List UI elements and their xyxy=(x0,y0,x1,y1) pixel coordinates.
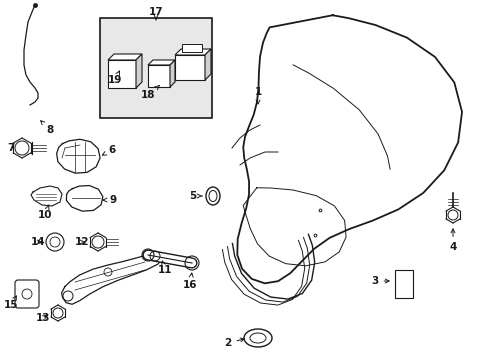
Text: 16: 16 xyxy=(183,273,197,290)
FancyBboxPatch shape xyxy=(100,18,212,118)
Text: 4: 4 xyxy=(448,229,456,252)
Text: 8: 8 xyxy=(41,121,54,135)
FancyBboxPatch shape xyxy=(182,44,202,52)
FancyBboxPatch shape xyxy=(175,55,204,80)
Polygon shape xyxy=(31,186,62,206)
Text: 18: 18 xyxy=(141,85,159,100)
Polygon shape xyxy=(57,139,100,173)
Text: 13: 13 xyxy=(36,313,50,323)
Text: 15: 15 xyxy=(4,296,18,310)
Text: 6: 6 xyxy=(102,145,115,155)
Polygon shape xyxy=(108,54,142,60)
Polygon shape xyxy=(148,60,175,65)
Text: 9: 9 xyxy=(103,195,116,205)
Text: 7: 7 xyxy=(7,143,15,153)
Polygon shape xyxy=(204,49,210,80)
Text: 17: 17 xyxy=(148,7,163,20)
Text: 10: 10 xyxy=(38,204,52,220)
Text: 5: 5 xyxy=(189,191,202,201)
Text: 3: 3 xyxy=(370,276,388,286)
FancyBboxPatch shape xyxy=(15,280,39,308)
Text: 2: 2 xyxy=(224,338,244,348)
Bar xyxy=(394,270,412,298)
Polygon shape xyxy=(175,49,210,55)
Text: 1: 1 xyxy=(254,87,261,104)
Polygon shape xyxy=(66,185,102,211)
Polygon shape xyxy=(136,54,142,88)
Circle shape xyxy=(46,233,64,251)
FancyBboxPatch shape xyxy=(148,65,170,87)
Polygon shape xyxy=(61,253,163,304)
Text: 12: 12 xyxy=(75,237,89,247)
Polygon shape xyxy=(170,60,175,87)
Text: 19: 19 xyxy=(107,71,122,85)
Text: 11: 11 xyxy=(158,261,172,275)
Text: 14: 14 xyxy=(31,237,45,247)
FancyBboxPatch shape xyxy=(108,60,136,88)
